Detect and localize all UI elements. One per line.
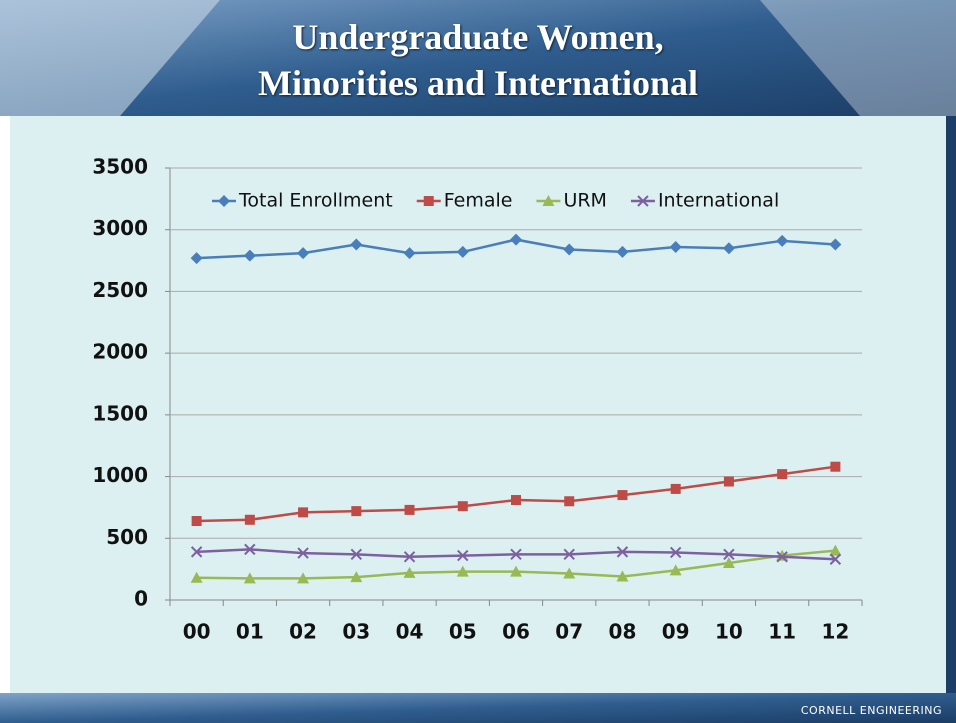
footer: CORNELL ENGINEERING — [801, 704, 942, 717]
frame — [0, 116, 10, 693]
legend-label: Total Enrollment — [238, 190, 393, 212]
y-tick-label: 3000 — [92, 216, 148, 240]
y-tick-label: 500 — [106, 525, 148, 549]
data-point — [297, 247, 309, 259]
x-tick-label: 02 — [289, 620, 317, 644]
x-tick-label: 11 — [768, 620, 796, 644]
x-tick-label: 09 — [662, 620, 690, 644]
data-point — [564, 496, 574, 506]
data-point — [723, 242, 735, 254]
x-tick-label: 10 — [715, 620, 743, 644]
x-tick-label: 04 — [396, 620, 424, 644]
data-point — [563, 243, 575, 255]
data-point — [511, 495, 521, 505]
y-tick-label: 3500 — [92, 155, 148, 179]
y-tick-label: 0 — [134, 587, 148, 611]
x-tick-label: 08 — [609, 620, 637, 644]
data-point — [405, 505, 415, 515]
y-tick-label: 2000 — [92, 340, 148, 364]
data-point — [616, 246, 628, 258]
data-point — [670, 241, 682, 253]
x-tick-label: 01 — [236, 620, 264, 644]
data-point — [510, 234, 522, 246]
legend-marker — [424, 196, 434, 206]
x-tick-label: 03 — [342, 620, 370, 644]
y-tick-label: 1500 — [92, 401, 148, 425]
data-point — [671, 484, 681, 494]
legend-label: URM — [563, 190, 607, 212]
data-point — [350, 239, 362, 251]
data-point — [830, 462, 840, 472]
y-tick-label: 1000 — [92, 463, 148, 487]
legend-label: International — [658, 190, 779, 212]
data-point — [192, 516, 202, 526]
data-point — [404, 247, 416, 259]
legend-marker — [218, 195, 230, 207]
data-point — [724, 477, 734, 487]
data-point — [829, 239, 841, 251]
data-point — [244, 250, 256, 262]
title: Undergraduate Women, Minorities and Inte… — [0, 14, 956, 106]
data-point — [776, 235, 788, 247]
x-tick-label: 06 — [502, 620, 530, 644]
frame — [946, 116, 956, 693]
y-tick-label: 2500 — [92, 278, 148, 302]
data-point — [191, 252, 203, 264]
x-tick-label: 00 — [183, 620, 211, 644]
series-line — [197, 467, 836, 521]
data-point — [617, 490, 627, 500]
data-point — [298, 507, 308, 517]
slide: 0 500 1000 1500 2000 2500 3000 3500 00 01 02 03 04 05… — [0, 0, 956, 723]
legend-label: Female — [444, 190, 513, 212]
data-point — [245, 515, 255, 525]
chart: 0 500 1000 1500 2000 2500 3000 3500 00 01 02 03 04 05… — [0, 0, 956, 723]
data-point — [458, 501, 468, 511]
data-point — [351, 506, 361, 516]
data-point — [777, 469, 787, 479]
data-point — [457, 246, 469, 258]
x-tick-label: 12 — [821, 620, 849, 644]
x-tick-label: 07 — [555, 620, 583, 644]
x-tick-label: 05 — [449, 620, 477, 644]
